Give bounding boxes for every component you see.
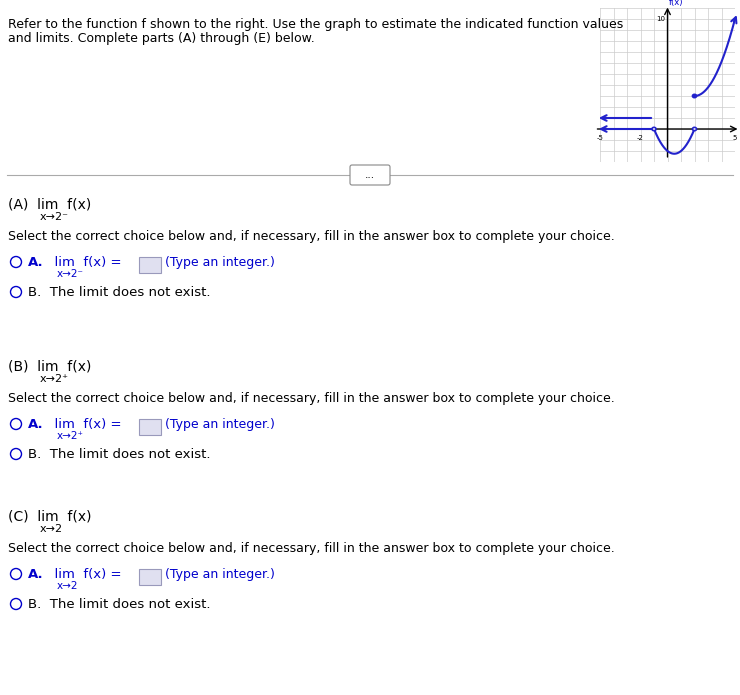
Text: x→2⁺: x→2⁺ xyxy=(40,374,69,384)
Circle shape xyxy=(693,127,696,131)
Text: B.  The limit does not exist.: B. The limit does not exist. xyxy=(28,448,210,461)
Text: Select the correct choice below and, if necessary, fill in the answer box to com: Select the correct choice below and, if … xyxy=(8,230,615,243)
Text: x→2⁺: x→2⁺ xyxy=(57,431,84,441)
Text: A.: A. xyxy=(28,568,44,581)
Text: and limits. Complete parts (A) through (E) below.: and limits. Complete parts (A) through (… xyxy=(8,32,314,45)
Text: B.  The limit does not exist.: B. The limit does not exist. xyxy=(28,286,210,299)
FancyBboxPatch shape xyxy=(350,165,390,185)
Text: lim  f(x) =: lim f(x) = xyxy=(46,256,126,269)
Text: lim  f(x) =: lim f(x) = xyxy=(46,418,126,431)
Text: lim  f(x) =: lim f(x) = xyxy=(46,568,126,581)
Text: -5: -5 xyxy=(596,135,603,140)
FancyBboxPatch shape xyxy=(139,257,161,273)
Text: Select the correct choice below and, if necessary, fill in the answer box to com: Select the correct choice below and, if … xyxy=(8,542,615,555)
Text: (C)  lim  f(x): (C) lim f(x) xyxy=(8,510,92,524)
Text: ...: ... xyxy=(365,170,375,180)
FancyBboxPatch shape xyxy=(139,419,161,435)
Text: 5: 5 xyxy=(733,135,737,140)
Text: f(x): f(x) xyxy=(669,0,683,7)
Text: x→2: x→2 xyxy=(40,524,63,534)
Text: B.  The limit does not exist.: B. The limit does not exist. xyxy=(28,598,210,611)
Text: -2: -2 xyxy=(637,135,644,140)
Text: (Type an integer.): (Type an integer.) xyxy=(165,568,275,581)
Text: A.: A. xyxy=(28,418,44,431)
Circle shape xyxy=(693,95,696,98)
Text: (A)  lim  f(x): (A) lim f(x) xyxy=(8,198,91,212)
Text: (B)  lim  f(x): (B) lim f(x) xyxy=(8,360,91,374)
Text: Refer to the function f shown to the right. Use the graph to estimate the indica: Refer to the function f shown to the rig… xyxy=(8,18,623,31)
FancyBboxPatch shape xyxy=(139,569,161,585)
Text: 10: 10 xyxy=(656,16,665,22)
Text: x→2⁻: x→2⁻ xyxy=(57,269,84,279)
Text: x→2: x→2 xyxy=(57,581,78,591)
Text: x→2⁻: x→2⁻ xyxy=(40,212,69,222)
Circle shape xyxy=(652,127,656,131)
Text: A.: A. xyxy=(28,256,44,269)
Text: (Type an integer.): (Type an integer.) xyxy=(165,418,275,431)
Text: (Type an integer.): (Type an integer.) xyxy=(165,256,275,269)
Text: Select the correct choice below and, if necessary, fill in the answer box to com: Select the correct choice below and, if … xyxy=(8,392,615,405)
